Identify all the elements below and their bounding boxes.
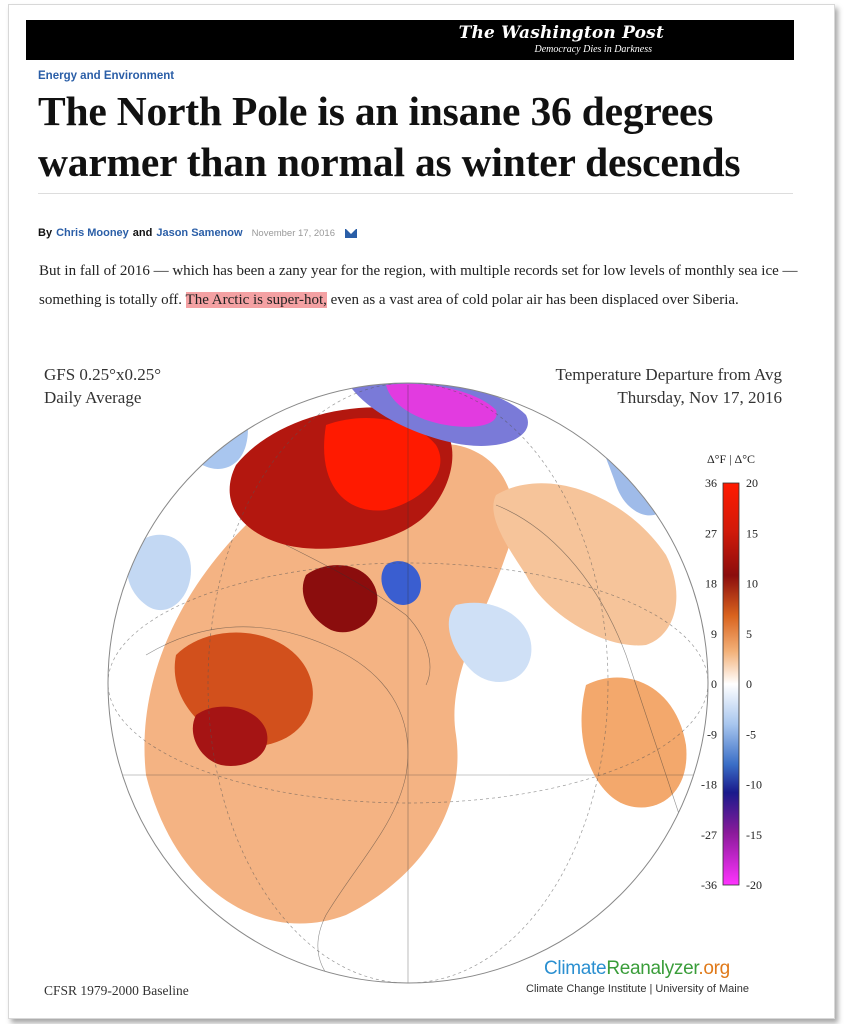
colorbar-tick-f: -36 <box>701 878 717 892</box>
colorbar-tick-c: 15 <box>746 526 758 540</box>
temperature-map-figure: Δ°F | Δ°C 36 20 27 15 18 10 9 5 0 0 -9 -5 -18 -10 -27 -1… <box>26 355 794 1007</box>
climate-reanalyzer-logo[interactable]: ClimateReanalyzer.org <box>544 958 730 980</box>
article-paragraph: But in fall of 2016 — which has been a z… <box>39 257 799 314</box>
globe <box>108 383 708 983</box>
highlighted-text: The Arctic is super-hot, <box>185 291 327 308</box>
byline: By Chris Mooney and Jason Samenow Novemb… <box>38 227 358 239</box>
colorbar-tick-f: 36 <box>705 476 717 490</box>
model-info: GFS 0.25°x0.25° Daily Average <box>44 363 161 409</box>
model-line-2: Daily Average <box>44 388 142 407</box>
divider <box>38 193 793 194</box>
colorbar: Δ°F | Δ°C 36 20 27 15 18 10 9 5 0 0 -9 -5 -18 -10 -27 -1… <box>701 452 762 892</box>
colorbar-tick-c: 20 <box>746 476 758 490</box>
byline-prefix: By <box>38 227 53 239</box>
credit-part-2: Reanalyzer <box>606 958 699 979</box>
paragraph-text-2: even as a vast area of cold polar air ha… <box>330 291 739 308</box>
colorbar-tick-f: -9 <box>707 727 717 741</box>
colorbar-tick-c: -20 <box>746 878 762 892</box>
colorbar-header: Δ°F | Δ°C <box>707 452 755 466</box>
credit-part-3: .org <box>698 958 730 979</box>
publish-date: November 17, 2016 <box>251 227 336 239</box>
colorbar-tick-f: 0 <box>711 677 717 691</box>
colorbar-tick-c: 10 <box>746 577 758 591</box>
credit-part-1: Climate <box>544 958 607 979</box>
paragraph-text-1: But in fall of 2016 — which has been a z… <box>39 263 798 308</box>
colorbar-tick-c: 0 <box>746 677 752 691</box>
colorbar-tick-c: -5 <box>746 727 756 741</box>
map-title-line-2: Thursday, Nov 17, 2016 <box>617 388 782 407</box>
baseline-note: CFSR 1979-2000 Baseline <box>44 983 189 998</box>
credit-institution: Climate Change Institute | University of… <box>526 983 749 995</box>
email-icon[interactable] <box>345 228 358 238</box>
washington-post-logo[interactable]: The Washington Post <box>458 23 664 43</box>
map-title-line-1: Temperature Departure from Avg <box>555 365 782 384</box>
colorbar-tick-c: -15 <box>746 828 762 842</box>
colorbar-tick-f: 27 <box>705 526 717 540</box>
colorbar-tick-c: 5 <box>746 627 752 641</box>
colorbar-tick-f: 18 <box>705 577 717 591</box>
colorbar-tick-f: -27 <box>701 828 717 842</box>
colorbar-tick-f: 9 <box>711 627 717 641</box>
byline-and: and <box>132 227 153 239</box>
author-link-2[interactable]: Jason Samenow <box>156 227 243 239</box>
author-link-1[interactable]: Chris Mooney <box>56 227 129 239</box>
tagline: Democracy Dies in Darkness <box>534 44 652 55</box>
section-link[interactable]: Energy and Environment <box>38 70 175 82</box>
masthead: The Washington Post Democracy Dies in Da… <box>26 20 794 60</box>
model-line-1: GFS 0.25°x0.25° <box>44 365 162 384</box>
map-title: Temperature Departure from Avg Thursday,… <box>556 363 782 409</box>
temperature-map-graphic: Δ°F | Δ°C 36 20 27 15 18 10 9 5 0 0 -9 -5 -18 -10 -27 -1… <box>107 382 762 984</box>
colorbar-tick-c: -10 <box>746 778 762 792</box>
colorbar-tick-f: -18 <box>701 778 717 792</box>
article-headline: The North Pole is an insane 36 degrees w… <box>38 88 741 185</box>
